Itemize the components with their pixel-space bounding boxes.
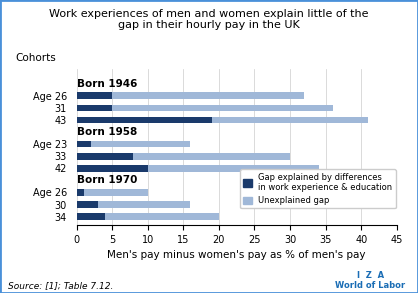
Text: Born 1958: Born 1958: [76, 127, 137, 137]
Bar: [76, 105, 112, 111]
Bar: [76, 201, 98, 208]
Text: Born 1970: Born 1970: [76, 176, 137, 185]
Bar: [84, 189, 148, 196]
Bar: [98, 201, 191, 208]
Text: I  Z  A
World of Labor: I Z A World of Labor: [335, 271, 405, 290]
Legend: Gap explained by differences
in work experience & education, Unexplained gap: Gap explained by differences in work exp…: [240, 169, 396, 209]
Bar: [133, 153, 290, 160]
Bar: [76, 141, 91, 147]
Bar: [76, 93, 112, 99]
Bar: [112, 105, 333, 111]
Bar: [76, 165, 148, 172]
Bar: [148, 165, 319, 172]
Text: Born 1946: Born 1946: [76, 79, 137, 89]
Bar: [212, 117, 368, 123]
Text: Cohorts: Cohorts: [16, 53, 56, 63]
Bar: [76, 153, 133, 160]
Bar: [76, 189, 84, 196]
Bar: [112, 93, 304, 99]
Bar: [105, 213, 219, 220]
Bar: [91, 141, 191, 147]
X-axis label: Men's pay minus women's pay as % of men's pay: Men's pay minus women's pay as % of men'…: [107, 251, 366, 260]
Text: Work experiences of men and women explain little of the
gap in their hourly pay : Work experiences of men and women explai…: [49, 9, 369, 30]
Bar: [76, 117, 212, 123]
Text: Source: [1]; Table 7.12.: Source: [1]; Table 7.12.: [8, 281, 114, 290]
Bar: [76, 213, 105, 220]
